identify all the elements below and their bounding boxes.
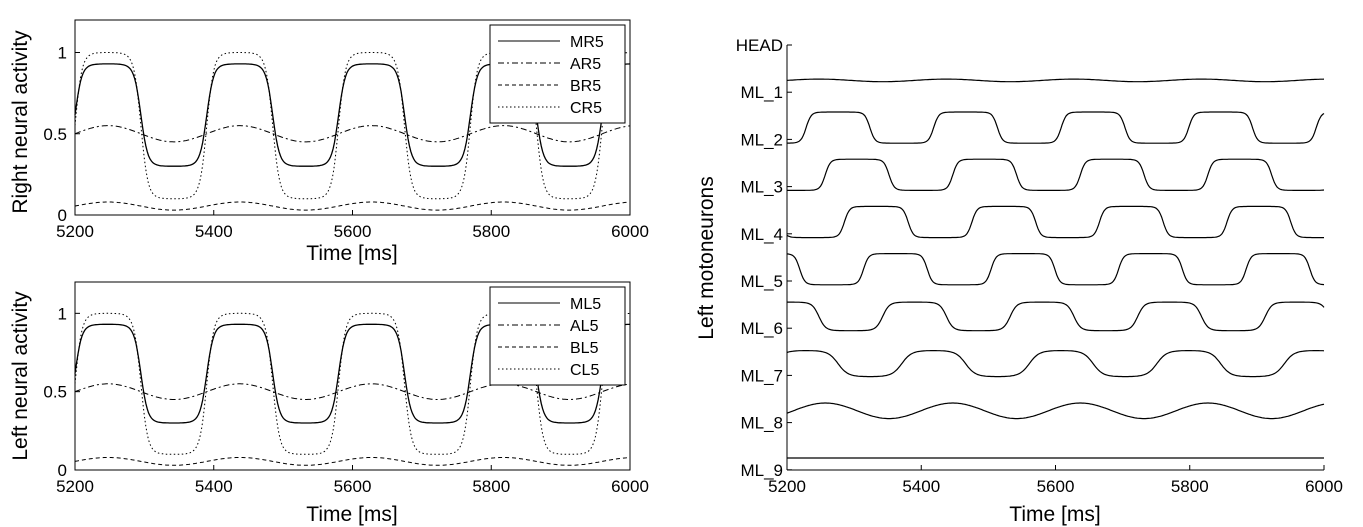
left-activity-x-label: Time [ms] — [306, 503, 397, 526]
x-tick-label: 5600 — [334, 222, 372, 241]
legend-label-CL5: CL5 — [570, 362, 599, 379]
trace-label-ML_2: ML_2 — [740, 130, 783, 149]
trace-label-ML_8: ML_8 — [740, 414, 783, 433]
trace-label-ML_7: ML_7 — [740, 366, 783, 385]
series-line-AL5 — [74, 383, 631, 400]
legend-label-AL5: AL5 — [570, 318, 599, 335]
motoneuron-traces — [786, 78, 1325, 459]
y-tick-label: 0 — [58, 461, 67, 480]
right-activity-y-label: Right neural activity — [9, 30, 32, 214]
left-activity-x-ticks: 5200 5400 5600 5800 6000 — [56, 465, 649, 496]
right-activity-chart: 5200 5400 5600 5800 6000 00.51 MR5AR5BR5CR5 … — [9, 19, 649, 265]
series-line-CR5 — [74, 52, 630, 200]
y-tick-label: 1 — [58, 44, 67, 63]
trace-label-ML_3: ML_3 — [740, 178, 783, 197]
series-line-BR5 — [74, 201, 631, 211]
left-activity-y-label: Left neural activity — [9, 291, 32, 461]
legend-label-BR5: BR5 — [570, 78, 601, 95]
x-tick-label: 5200 — [56, 477, 94, 496]
right-activity-x-ticks: 5200 5400 5600 5800 6000 — [56, 210, 649, 241]
trace-line-ML_4 — [786, 253, 1325, 286]
right-activity-x-label: Time [ms] — [306, 242, 397, 265]
left-activity-y-ticks: 00.51 — [43, 304, 80, 480]
x-tick-label: 5600 — [1037, 477, 1075, 496]
trace-line-ML_5 — [787, 301, 1325, 332]
x-tick-label: 5200 — [56, 222, 94, 241]
x-tick-label: 5800 — [472, 222, 510, 241]
legend-label-CR5: CR5 — [570, 100, 602, 117]
trace-line-ML_2 — [787, 158, 1325, 191]
series-line-BL5 — [74, 457, 631, 466]
trace-line-ML_6 — [786, 350, 1325, 378]
x-tick-label: 5400 — [195, 477, 233, 496]
y-tick-label: 0.5 — [43, 125, 67, 144]
y-tick-label: 0.5 — [43, 383, 67, 402]
right-activity-y-ticks: 00.51 — [43, 44, 80, 225]
trace-label-ML_6: ML_6 — [740, 319, 783, 338]
series-line-CL5 — [74, 312, 631, 455]
trace-label-HEAD: HEAD — [736, 36, 783, 55]
motoneuron-y-label: Left motoneurons — [695, 176, 718, 339]
trace-label-ML_1: ML_1 — [740, 83, 783, 102]
trace-line-ML_7 — [786, 402, 1325, 420]
trace-label-ML_5: ML_5 — [740, 272, 783, 291]
legend-box — [489, 24, 626, 124]
x-tick-label: 5400 — [902, 477, 940, 496]
x-tick-label: 5200 — [768, 477, 806, 496]
legend-label-ML5: ML5 — [570, 296, 601, 313]
y-tick-label: 0 — [58, 206, 67, 225]
x-tick-label: 6000 — [611, 222, 649, 241]
legend-box — [489, 286, 626, 386]
motoneuron-chart: 5200 5400 5600 5800 6000 HEAD ML_1 ML_2 ML_3 ML_… — [695, 36, 1343, 526]
y-tick-label: 1 — [58, 304, 67, 323]
left-activity-legend: ML5 AL5 BL5 CL5 — [489, 286, 626, 386]
left-activity-chart: 5200 5400 5600 5800 6000 00.51 ML5AL5BL5CL5 … — [9, 281, 649, 526]
series-line-AR5 — [74, 125, 631, 143]
x-tick-label: 5800 — [472, 477, 510, 496]
legend-label-AR5: AR5 — [570, 56, 601, 73]
trace-label-ML_9: ML_9 — [740, 461, 783, 480]
legend-label-BL5: BL5 — [570, 340, 599, 357]
x-tick-label: 5400 — [195, 222, 233, 241]
right-activity-legend: MR5 AR5 BR5 CR5 — [489, 24, 626, 124]
x-tick-label: 5600 — [334, 477, 372, 496]
motoneuron-x-label: Time [ms] — [1009, 503, 1100, 526]
motoneuron-trace-labels: HEAD ML_1 ML_2 ML_3 ML_4 ML_5 ML_6 ML_7 ML_8 ML_9 — [736, 36, 792, 480]
x-tick-label: 5800 — [1171, 477, 1209, 496]
x-tick-label: 6000 — [1305, 477, 1343, 496]
motoneuron-x-ticks: 5200 5400 5600 5800 6000 — [768, 465, 1343, 496]
trace-label-ML_4: ML_4 — [740, 225, 783, 244]
trace-line-HEAD — [786, 78, 1325, 83]
trace-line-ML_3 — [786, 205, 1324, 239]
x-tick-label: 6000 — [611, 477, 649, 496]
trace-line-ML_1 — [787, 111, 1325, 144]
legend-label-MR5: MR5 — [570, 34, 604, 51]
